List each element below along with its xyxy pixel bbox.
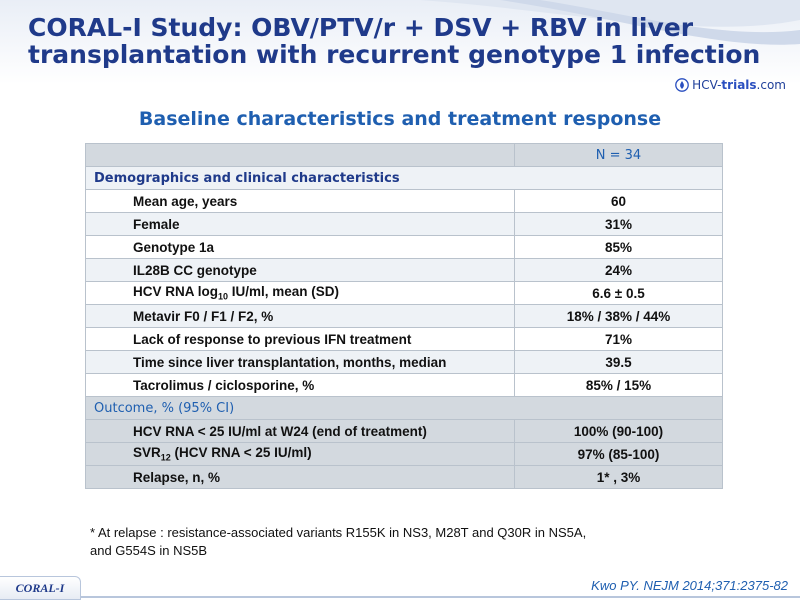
table-row: Tacrolimus / ciclosporine, % 85% / 15% xyxy=(85,373,723,397)
row-label: SVR12 (HCV RNA < 25 IU/ml) xyxy=(85,442,515,466)
table-row: Time since liver transplantation, months… xyxy=(85,350,723,374)
droplet-icon xyxy=(675,78,690,92)
footnote-line1: * At relapse : resistance-associated var… xyxy=(90,525,587,540)
row-label: Relapse, n, % xyxy=(85,465,515,489)
section-label: Demographics and clinical characteristic… xyxy=(85,166,723,190)
header-empty-cell xyxy=(85,143,515,167)
slide-title: CORAL-I Study: OBV/PTV/r + DSV + RBV in … xyxy=(28,14,788,68)
slide-title-line1: CORAL-I Study: OBV/PTV/r + DSV + RBV in … xyxy=(28,13,694,42)
row-value: 100% (90-100) xyxy=(514,419,723,443)
row-value: 97% (85-100) xyxy=(514,442,723,466)
row-value: 85% xyxy=(514,235,723,259)
bottom-divider xyxy=(80,596,800,598)
table-row: HCV RNA log10 IU/ml, mean (SD) 6.6 ± 0.5 xyxy=(85,281,723,305)
table-row: SVR12 (HCV RNA < 25 IU/ml) 97% (85-100) xyxy=(85,442,723,466)
slide-subtitle: Baseline characteristics and treatment r… xyxy=(138,108,662,130)
logo-text: HCV-trials.com xyxy=(692,78,786,92)
row-value: 71% xyxy=(514,327,723,351)
row-value: 18% / 38% / 44% xyxy=(514,304,723,328)
row-value: 6.6 ± 0.5 xyxy=(514,281,723,305)
row-label: Mean age, years xyxy=(85,189,515,213)
citation[interactable]: Kwo PY. NEJM 2014;371:2375-82 xyxy=(591,578,788,593)
row-label: Metavir F0 / F1 / F2, % xyxy=(85,304,515,328)
row-label: Time since liver transplantation, months… xyxy=(85,350,515,374)
hcv-trials-logo[interactable]: HCV-trials.com xyxy=(675,78,786,92)
row-value: 60 xyxy=(514,189,723,213)
table-row: Female 31% xyxy=(85,212,723,236)
row-label: Tacrolimus / ciclosporine, % xyxy=(85,373,515,397)
study-tag: CORAL-I xyxy=(0,576,81,600)
table-row: Genotype 1a 85% xyxy=(85,235,723,259)
section-demographics: Demographics and clinical characteristic… xyxy=(85,166,723,190)
row-label: Female xyxy=(85,212,515,236)
row-label: Lack of response to previous IFN treatme… xyxy=(85,327,515,351)
row-value: 39.5 xyxy=(514,350,723,374)
row-value: 85% / 15% xyxy=(514,373,723,397)
row-label: HCV RNA < 25 IU/ml at W24 (end of treatm… xyxy=(85,419,515,443)
slide-title-line2: transplantation with recurrent genotype … xyxy=(28,40,761,69)
row-value: 1* , 3% xyxy=(514,465,723,489)
row-label: IL28B CC genotype xyxy=(85,258,515,282)
baseline-table: N = 34 Demographics and clinical charact… xyxy=(85,143,723,489)
row-value: 24% xyxy=(514,258,723,282)
table-row: HCV RNA < 25 IU/ml at W24 (end of treatm… xyxy=(85,419,723,443)
table-header-row: N = 34 xyxy=(85,143,723,167)
table-row: Lack of response to previous IFN treatme… xyxy=(85,327,723,351)
row-value: 31% xyxy=(514,212,723,236)
section-outcome: Outcome, % (95% CI) xyxy=(85,396,723,420)
footnote-line2: and G554S in NS5B xyxy=(90,543,208,558)
header-n-cell: N = 34 xyxy=(514,143,723,167)
section-label: Outcome, % (95% CI) xyxy=(85,396,723,420)
table-row: Mean age, years 60 xyxy=(85,189,723,213)
table-row: Metavir F0 / F1 / F2, % 18% / 38% / 44% xyxy=(85,304,723,328)
row-label: Genotype 1a xyxy=(85,235,515,259)
footnote: * At relapse : resistance-associated var… xyxy=(90,524,730,560)
table-row: Relapse, n, % 1* , 3% xyxy=(85,465,723,489)
table-row: IL28B CC genotype 24% xyxy=(85,258,723,282)
row-label: HCV RNA log10 IU/ml, mean (SD) xyxy=(85,281,515,305)
